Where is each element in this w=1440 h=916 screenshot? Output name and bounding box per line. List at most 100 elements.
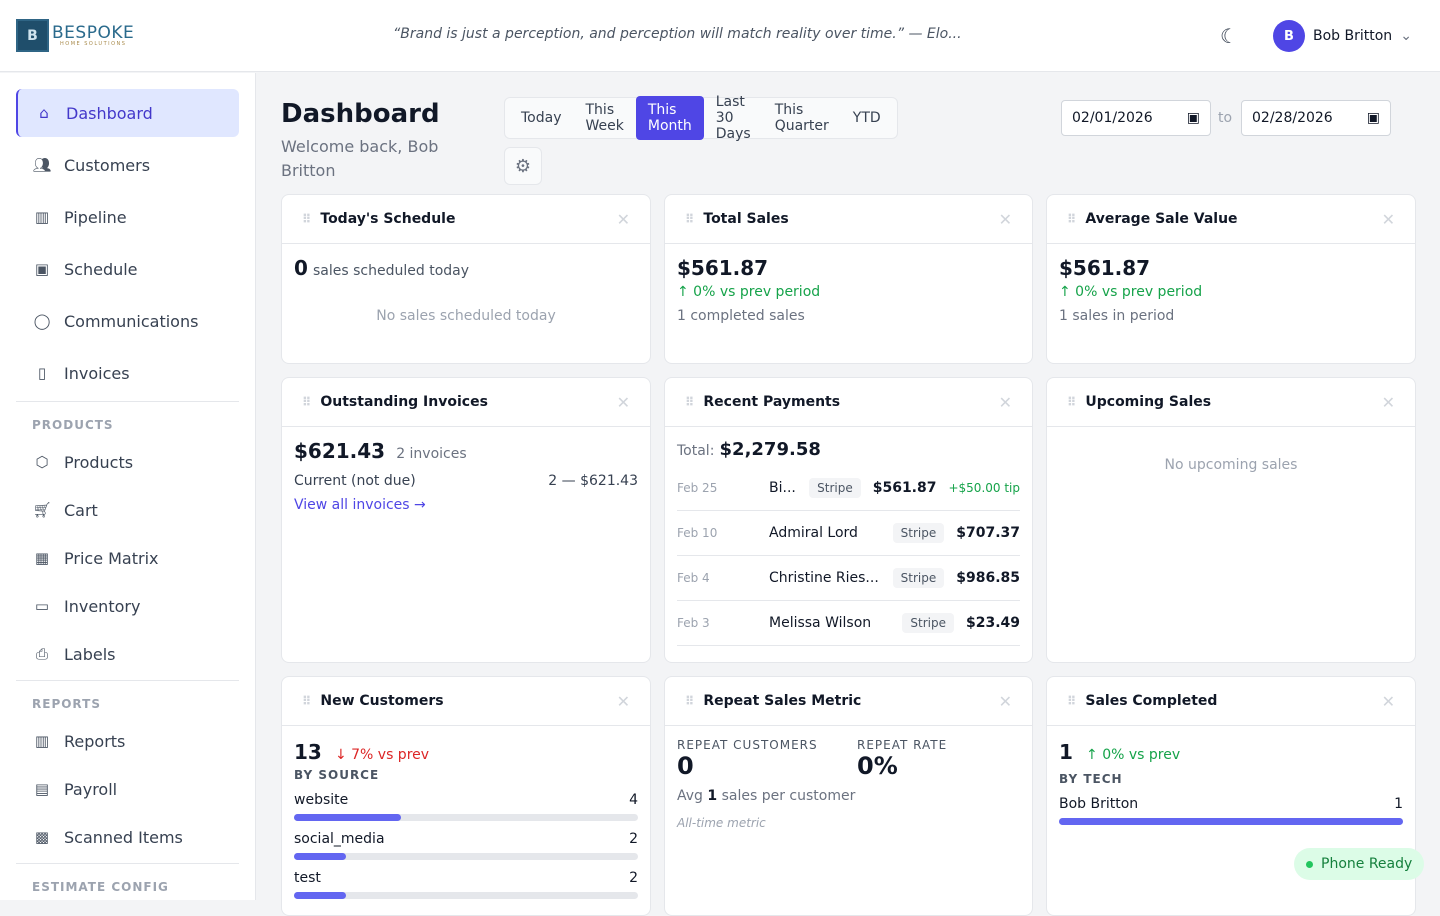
sidebar-item-label: Communications	[64, 311, 199, 331]
date-from-input[interactable]: 02/01/2026 ▣	[1061, 100, 1211, 136]
payment-row[interactable]: Feb 4 Christine Ries... Stripe $986.85	[677, 556, 1020, 601]
calculator-icon: ▦	[34, 549, 50, 567]
sidebar-item-dashboard[interactable]: ⌂ Dashboard	[16, 89, 239, 137]
card-title: Recent Payments	[703, 394, 841, 410]
progress-bar-fill	[294, 814, 401, 821]
date-to-value: 02/28/2026	[1252, 110, 1333, 126]
sidebar-item-label: Dashboard	[66, 103, 153, 123]
total-sales-value: $561.87	[677, 256, 769, 280]
breakdown-row: social_media 2	[294, 831, 638, 860]
sidebar-item-cart[interactable]: 🛒︎ Cart	[16, 488, 239, 532]
sidebar-item-payroll[interactable]: ▤ Payroll	[16, 767, 239, 811]
change-indicator: ↑ 0% vs prev	[1086, 747, 1181, 763]
breakdown-label: website	[294, 792, 349, 808]
close-icon[interactable]: ✕	[1381, 392, 1395, 412]
close-icon[interactable]: ✕	[998, 209, 1012, 229]
sidebar-item-labels[interactable]: ⎙ Labels	[16, 632, 239, 676]
close-icon[interactable]: ✕	[616, 392, 630, 412]
card-title: Repeat Sales Metric	[703, 693, 862, 709]
range-this-week[interactable]: This Week	[585, 102, 624, 134]
drag-handle-icon[interactable]: ⠿	[302, 395, 311, 409]
user-menu[interactable]: B Bob Britton ⌄	[1273, 20, 1412, 52]
payment-date: Feb 10	[677, 526, 718, 540]
payment-row[interactable]: Feb 25 Bi... Stripe $561.87 +$50.00 tip	[677, 466, 1020, 511]
subtext: 1 completed sales	[677, 308, 805, 324]
sidebar-item-communications[interactable]: ◯ Communications	[16, 297, 239, 345]
sidebar-item-label: Invoices	[64, 363, 130, 383]
close-icon[interactable]: ✕	[998, 691, 1012, 711]
payment-row[interactable]: Feb 3 Melissa Wilson Stripe $23.49	[677, 601, 1020, 646]
repeat-rate-value: 0%	[857, 752, 898, 780]
card-title: Today's Schedule	[320, 211, 456, 227]
avg-value: 1	[707, 788, 718, 804]
payment-method-badge: Stripe	[892, 523, 945, 543]
payment-date: Feb 3	[677, 616, 710, 630]
payment-row[interactable]: Feb 10 Admiral Lord Stripe $707.37	[677, 511, 1020, 556]
view-all-invoices-link[interactable]: View all invoices →	[294, 497, 426, 513]
close-icon[interactable]: ✕	[616, 691, 630, 711]
sidebar-item-products[interactable]: ⬡ Products	[16, 440, 239, 484]
close-icon[interactable]: ✕	[1381, 691, 1395, 711]
range-ytd[interactable]: YTD	[852, 110, 881, 126]
outstanding-invoices-card: ⠿ Outstanding Invoices ✕ $621.43 2 invoice…	[281, 377, 651, 663]
drag-handle-icon[interactable]: ⠿	[302, 694, 311, 708]
status-dot-icon	[1306, 860, 1313, 868]
card-title: Upcoming Sales	[1085, 394, 1212, 410]
payment-method-badge: Stripe	[809, 478, 861, 498]
range-this-quarter[interactable]: This Quarter	[774, 102, 829, 134]
logo[interactable]: B BESPOKE HOME SOLUTIONS	[16, 19, 134, 52]
header-quote: “Brand is just a perception, and percept…	[393, 26, 962, 42]
repeat-sales-card: ⠿ Repeat Sales Metric ✕ REPEAT CUSTOMERS 0 …	[664, 676, 1033, 916]
calendar-icon[interactable]: ▣	[1366, 110, 1380, 126]
settings-gear-icon[interactable]: ⚙	[504, 147, 542, 185]
drag-handle-icon[interactable]: ⠿	[1067, 212, 1076, 226]
sidebar-item-pipeline[interactable]: ▥ Pipeline	[16, 193, 239, 241]
payments-total: $2,279.58	[719, 439, 821, 460]
bar-chart-icon: ▥	[34, 732, 50, 750]
progress-bar-fill	[294, 853, 346, 860]
invoice-count: 2 invoices	[396, 446, 467, 462]
calendar-icon[interactable]: ▣	[1186, 110, 1200, 126]
aging-label: Current (not due)	[294, 473, 416, 489]
sidebar-item-label: Scanned Items	[64, 827, 183, 847]
sidebar-item-reports[interactable]: ▥ Reports	[16, 719, 239, 763]
metric-note: All-time metric	[677, 816, 766, 830]
close-icon[interactable]: ✕	[998, 392, 1012, 412]
range-today[interactable]: Today	[521, 110, 562, 126]
welcome-text: Welcome back, Bob Britton	[281, 137, 439, 180]
close-icon[interactable]: ✕	[1381, 209, 1395, 229]
payment-customer: Christine Ries...	[769, 570, 879, 586]
drag-handle-icon[interactable]: ⠿	[302, 212, 311, 226]
sidebar-item-label: Reports	[64, 731, 126, 751]
drag-handle-icon[interactable]: ⠿	[1067, 694, 1076, 708]
payment-amount: $23.49	[965, 615, 1020, 631]
breakdown-row: test 2	[294, 870, 638, 899]
range-last-30-days[interactable]: Last 30 Days	[715, 94, 751, 142]
payment-method-badge: Stripe	[892, 568, 945, 588]
sidebar-item-scanned-items[interactable]: ▩ Scanned Items	[16, 815, 239, 859]
sidebar-item-customers[interactable]: 👥︎ Customers	[16, 141, 239, 189]
top-header: B BESPOKE HOME SOLUTIONS “Brand is just a…	[0, 0, 1440, 72]
sidebar-item-schedule[interactable]: ▣ Schedule	[16, 245, 239, 293]
close-icon[interactable]: ✕	[616, 209, 630, 229]
drag-handle-icon[interactable]: ⠿	[685, 694, 694, 708]
date-to-input[interactable]: 02/28/2026 ▣	[1241, 100, 1391, 136]
phone-status-badge[interactable]: Phone Ready	[1294, 848, 1425, 880]
page-title: Dashboard	[281, 99, 440, 129]
sidebar-item-invoices[interactable]: ▯ Invoices	[16, 349, 239, 397]
payment-amount: $707.37	[956, 525, 1020, 541]
dark-mode-toggle-moon-icon[interactable]: ☾	[1220, 24, 1238, 48]
sales-completed-count: 1	[1059, 740, 1073, 764]
range-this-month[interactable]: This Month	[635, 96, 704, 140]
recent-payments-card: ⠿ Recent Payments ✕ Total: $2,279.58 Feb 2…	[664, 377, 1033, 663]
user-name: Bob Britton	[1313, 28, 1393, 44]
cart-icon: 🛒︎	[32, 501, 52, 519]
drag-handle-icon[interactable]: ⠿	[685, 395, 694, 409]
drag-handle-icon[interactable]: ⠿	[1067, 395, 1076, 409]
drag-handle-icon[interactable]: ⠿	[685, 212, 694, 226]
average-sale-card: ⠿ Average Sale Value ✕ $561.87 ↑ 0% vs prev…	[1046, 194, 1416, 364]
sidebar-item-label: Payroll	[64, 779, 118, 799]
sidebar-item-inventory[interactable]: ▭ Inventory	[16, 584, 239, 628]
breakdown-count: 2	[629, 870, 638, 886]
sidebar-item-price-matrix[interactable]: ▦ Price Matrix	[16, 536, 239, 580]
